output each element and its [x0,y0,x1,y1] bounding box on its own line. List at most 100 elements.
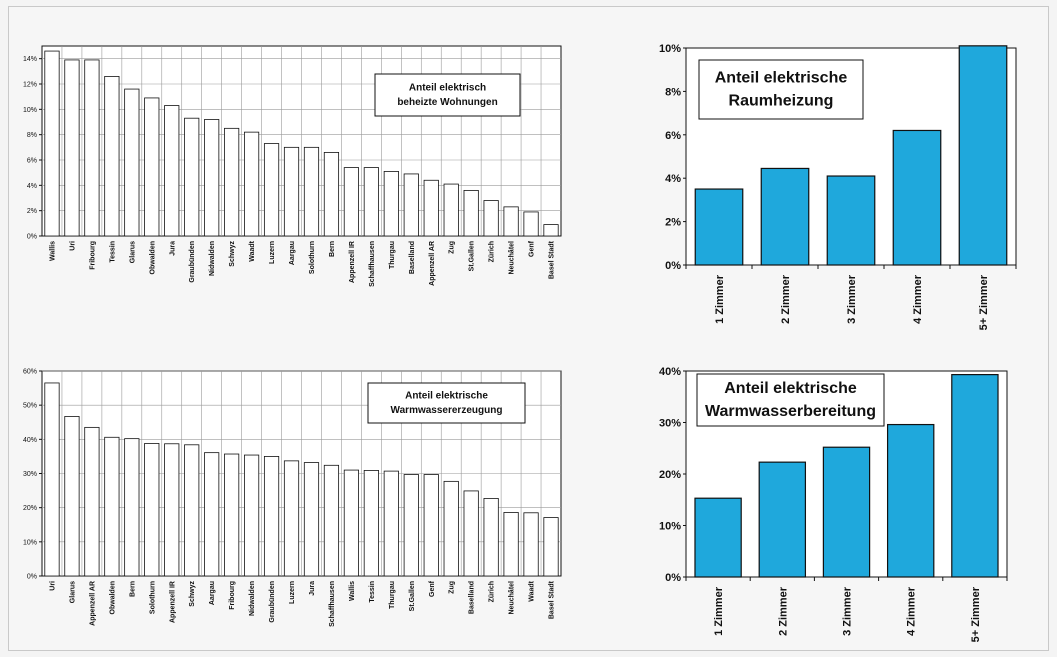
category-label: Obwalden [109,581,116,614]
category-label: Tessin [369,581,376,603]
chart-title-line: Anteil elektrische [715,69,848,86]
y-tick-label: 8% [665,86,681,98]
y-tick-label: 10% [23,107,37,114]
y-tick-label: 2% [27,208,37,215]
y-tick-label: 2% [665,217,681,229]
bar-4 [893,130,941,265]
category-label: Waadt [249,240,256,261]
bar-2 [761,168,809,265]
category-label: Genf [429,580,436,597]
category-label: Baselland [409,241,416,274]
bar-5 [959,46,1007,265]
category-label: 3 Zimmer [846,274,858,324]
y-tick-label: 40% [659,366,681,378]
bar-9 [204,119,218,236]
bar-2 [65,60,79,236]
bar-9 [204,453,218,576]
chart-c4: 0% 10% 20% 30% 40% 1 Zimmer 2 Zimmer 3 Zimmer 4 … [659,366,1007,642]
category-label: Wallis [49,241,56,261]
bar-5 [125,439,139,576]
y-tick-label: 4% [27,183,37,190]
bar-8 [185,118,199,236]
y-tick-label: 30% [23,471,37,478]
chart-title-box [375,74,520,116]
bar-1 [45,383,59,576]
chart-c3: 0% 10% 20% 30% 40% 50% 60% Uri Glarus Appenzell A… [23,369,561,627]
category-label: 3 Zimmer [842,586,854,636]
bar-8 [185,445,199,576]
y-tick-label: 12% [23,82,37,89]
bar-3 [823,447,869,577]
bar-26 [544,518,558,576]
bar-11 [244,455,258,576]
category-label: Appenzell IR [169,581,176,623]
bar-24 [504,207,518,236]
category-label: Basel Stadt [549,580,556,619]
y-tick-label: 4% [665,173,681,185]
bar-18 [384,471,398,576]
category-label: Thurgau [389,241,396,269]
category-label: Schaffhausen [329,581,336,627]
bar-12 [264,456,278,576]
bar-1 [695,189,743,265]
category-label: Jura [169,241,176,256]
category-label: Aargau [209,581,216,605]
chart-title-line: Anteil elektrische [724,380,857,397]
category-label: Thurgau [389,581,396,609]
category-label: Zug [449,241,456,254]
chart-title-line: beheizte Wohnungen [397,97,497,108]
bar-15 [324,152,338,236]
bar-3 [85,427,99,576]
bar-17 [364,168,378,236]
y-tick-label: 0% [27,574,37,581]
bar-4 [888,425,934,577]
chart-title-line: Raumheizung [729,93,834,110]
bar-23 [484,201,498,236]
bar-6 [145,443,159,576]
bar-11 [244,132,258,236]
bar-23 [484,498,498,576]
bar-5 [952,375,998,577]
chart-c1: 0%2%4%6%8%10%12%14%Wallis Uri Fribourg Tess… [23,46,561,287]
bar-25 [524,513,538,576]
chart-title-line: Warmwassererzeugung [391,405,503,416]
bar-14 [304,463,318,576]
bar-6 [145,98,159,236]
bar-18 [384,171,398,236]
chart-title-box [368,383,525,423]
category-label: Aargau [289,241,296,265]
category-label: Appenzell IR [349,241,356,283]
bar-12 [264,144,278,236]
category-label: Solothurn [149,581,156,614]
bar-20 [424,180,438,236]
category-label: Neuchâtel [509,581,516,615]
category-label: Neuchâtel [509,241,516,275]
bar-16 [344,168,358,236]
category-label: Bern [329,241,336,257]
bar-24 [504,512,518,576]
category-label: Tessin [109,241,116,263]
bar-15 [324,465,338,576]
bar-20 [424,475,438,576]
y-tick-label: 0% [665,572,681,584]
category-label: 1 Zimmer [714,274,726,324]
category-label: 5+ Zimmer [970,586,982,642]
y-tick-label: 8% [27,132,37,139]
bar-2 [65,416,79,576]
y-tick-label: 6% [665,130,681,142]
bar-19 [404,174,418,236]
category-label: Luzern [289,581,296,604]
bar-1 [45,51,59,236]
category-label: Fribourg [89,241,96,270]
category-label: Bern [129,581,136,597]
chart-title-line: Warmwasserbereitung [705,403,876,420]
bar-22 [464,190,478,236]
y-tick-label: 10% [23,539,37,546]
bar-7 [165,106,179,236]
category-label: Appenzell AR [89,581,96,626]
category-label: Wallis [349,581,356,601]
bar-26 [544,225,558,236]
bar-16 [344,470,358,576]
chart-title-line: Anteil elektrisch [409,83,486,94]
